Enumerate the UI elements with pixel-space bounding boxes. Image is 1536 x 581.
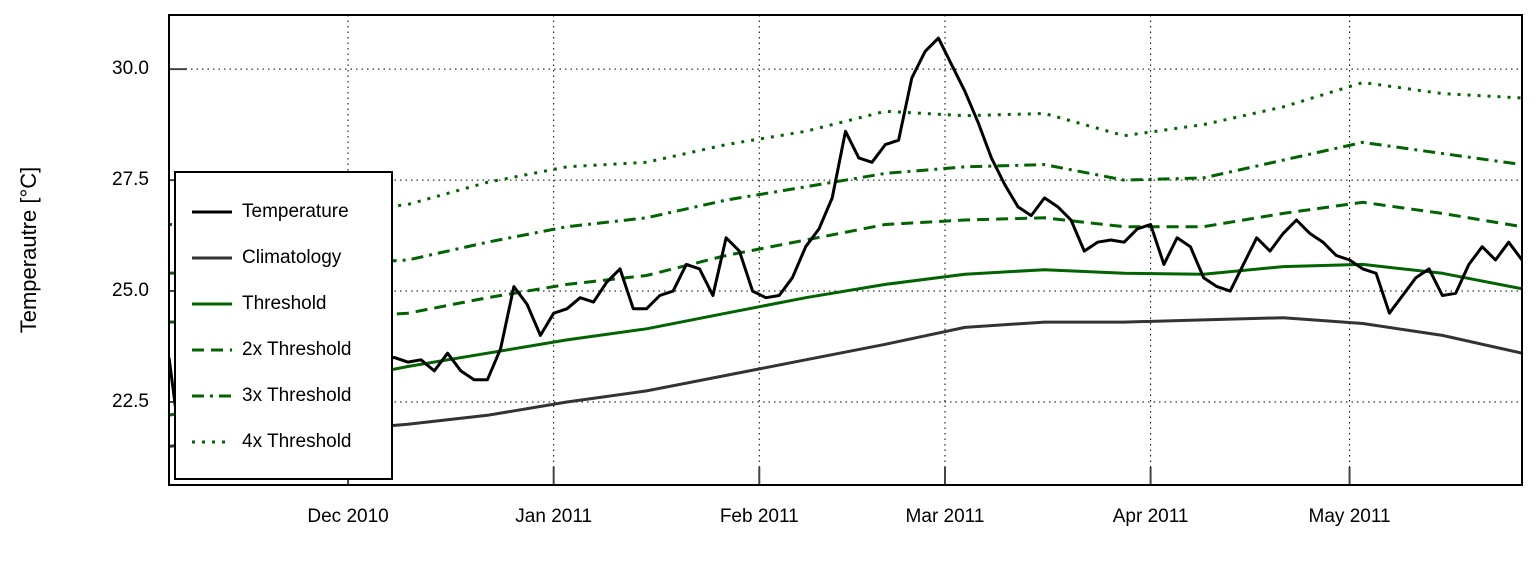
legend-label: 4x Threshold: [242, 431, 352, 452]
series-line: [169, 262, 1522, 417]
y-axis-label: Temperautre [°C]: [16, 167, 41, 334]
series-line: [169, 36, 1522, 462]
x-tick-label: Dec 2010: [307, 506, 388, 527]
y-tick-label: 27.5: [112, 169, 149, 190]
legend-label: Threshold: [242, 293, 327, 314]
x-tick-label: Apr 2011: [1113, 506, 1189, 527]
x-tick-label: Jan 2011: [515, 506, 592, 527]
y-tick-label: 22.5: [112, 391, 149, 412]
plot-frame: [168, 14, 1523, 486]
x-tick-label: Mar 2011: [906, 506, 985, 527]
y-tick-label: 25.0: [112, 280, 149, 301]
legend: Temperature Climatology Threshold 2x Thresh…: [174, 171, 393, 480]
legend-box: [174, 171, 393, 480]
legend-label: Temperature: [242, 201, 349, 222]
legend-label: Climatology: [242, 247, 342, 268]
legend-label: 3x Threshold: [242, 385, 352, 406]
y-tick-label: 30.0: [112, 58, 149, 79]
series-line: [169, 140, 1522, 275]
series-line: [169, 316, 1522, 448]
series-line: [169, 200, 1522, 324]
x-tick-label: Feb 2011: [720, 506, 799, 527]
x-tick-label: May 2011: [1309, 506, 1391, 527]
legend-label: 2x Threshold: [242, 339, 352, 360]
